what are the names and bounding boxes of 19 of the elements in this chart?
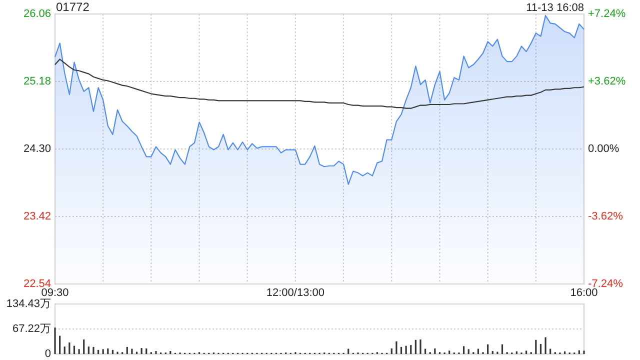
y-tick-label: 23.42 <box>23 210 51 222</box>
x-tick-label: 09:30 <box>41 287 69 299</box>
y-tick-label: 22.54 <box>23 278 51 290</box>
y2-tick-label: +3.62% <box>588 76 626 88</box>
line-series <box>54 58 585 109</box>
y-tick-label: 0 <box>44 348 51 360</box>
y2-tick-label: 0.00% <box>588 143 620 155</box>
x-tick-label: 16:00 <box>570 287 598 299</box>
y2-tick-label: -7.24% <box>588 278 624 290</box>
y2-tick-label: +7.24% <box>588 8 626 20</box>
y-tick-label: 67.22万 <box>12 323 51 335</box>
y2-tick-label: -3.62% <box>588 210 624 222</box>
y-tick-label: 25.18 <box>23 76 51 88</box>
annotation: 11-13 16:08 <box>526 2 584 14</box>
x-tick-label: 12:00/13:00 <box>266 287 325 299</box>
y-tick-label: 134.43万 <box>6 298 51 310</box>
chart-title: 01772 <box>56 0 90 14</box>
y-tick-label: 24.30 <box>23 143 51 155</box>
y-tick-label: 26.06 <box>23 8 51 20</box>
